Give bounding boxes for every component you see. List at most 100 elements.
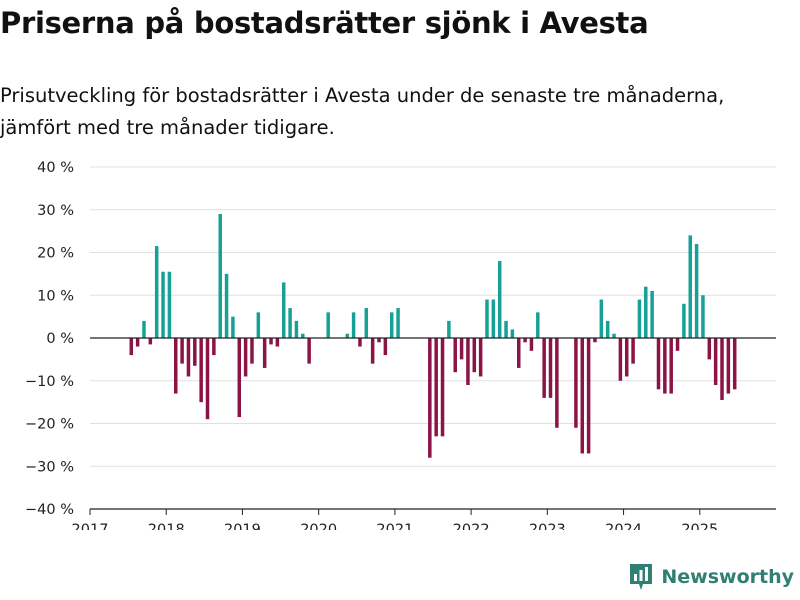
y-tick-label: −40 % bbox=[25, 502, 74, 518]
bar bbox=[542, 338, 546, 398]
bar bbox=[294, 320, 299, 338]
x-tick-label: 2024 bbox=[605, 522, 642, 530]
bar bbox=[466, 338, 470, 386]
bar bbox=[193, 338, 197, 366]
axes bbox=[89, 337, 776, 515]
bar bbox=[199, 338, 203, 403]
brand-name: Newsworthy bbox=[661, 566, 794, 588]
bar bbox=[326, 312, 330, 338]
bar bbox=[237, 338, 242, 418]
x-axis-labels: 2017 2018 2019 2020 2021 2022 2023 2024 2025 bbox=[72, 522, 719, 530]
bar bbox=[637, 299, 642, 338]
grid-lines bbox=[90, 166, 776, 467]
bar bbox=[262, 338, 267, 368]
bar bbox=[269, 338, 273, 345]
bar bbox=[231, 316, 235, 338]
bar bbox=[688, 235, 692, 338]
bar bbox=[491, 299, 496, 338]
bar bbox=[618, 338, 623, 381]
bar bbox=[167, 271, 172, 338]
bar bbox=[548, 338, 553, 398]
bar bbox=[580, 338, 585, 454]
bar bbox=[396, 308, 400, 338]
bar bbox=[243, 338, 248, 377]
subtitle-line-1: Prisutveckling för bostadsrätter i Avest… bbox=[0, 84, 725, 107]
bar bbox=[453, 338, 457, 373]
subtitle-line-2: jämfört med tre månader tidigare. bbox=[0, 116, 335, 139]
bar bbox=[694, 243, 699, 338]
bar bbox=[281, 282, 286, 338]
bar bbox=[307, 338, 311, 364]
y-tick-label: −10 % bbox=[25, 374, 74, 390]
bar bbox=[440, 338, 445, 437]
bar bbox=[472, 338, 477, 373]
bar bbox=[180, 338, 184, 364]
y-tick-label: 40 % bbox=[37, 160, 74, 176]
bar bbox=[523, 338, 527, 343]
bar bbox=[218, 214, 222, 338]
chart-title: Priserna på bostadsrätter sjönk i Avesta bbox=[0, 6, 649, 40]
bar bbox=[129, 338, 134, 356]
bar bbox=[161, 271, 165, 338]
bar bbox=[675, 338, 680, 351]
bar bbox=[301, 333, 305, 338]
bar bbox=[135, 338, 140, 347]
bar bbox=[701, 295, 705, 338]
bar bbox=[351, 312, 356, 338]
bars bbox=[129, 214, 737, 458]
bar bbox=[389, 312, 394, 338]
bar bbox=[707, 338, 712, 360]
newsworthy-logo-icon bbox=[630, 564, 653, 590]
bar bbox=[288, 308, 292, 338]
bar bbox=[275, 338, 280, 347]
brand-logo: Newsworthy bbox=[628, 560, 794, 594]
y-tick-label: 30 % bbox=[37, 203, 74, 219]
bar bbox=[358, 338, 362, 347]
last-value-annotation: −12 % bbox=[719, 150, 770, 154]
x-tick-label: 2021 bbox=[376, 522, 413, 530]
bar bbox=[364, 308, 369, 338]
bar bbox=[447, 320, 451, 338]
x-tick-label: 2023 bbox=[529, 522, 566, 530]
bar bbox=[669, 338, 673, 394]
bar bbox=[250, 338, 254, 364]
bar bbox=[205, 338, 210, 420]
bar bbox=[212, 338, 216, 356]
bar bbox=[142, 320, 146, 338]
y-tick-label: 20 % bbox=[37, 246, 74, 262]
y-axis-labels: −40 % −30 % −20 % −10 % 0 % 10 % 20 % 30 % 40 % bbox=[25, 160, 74, 518]
bar bbox=[536, 312, 540, 338]
bar bbox=[682, 303, 686, 338]
x-tick-label: 2019 bbox=[224, 522, 261, 530]
y-tick-label: −20 % bbox=[25, 417, 74, 433]
bar bbox=[599, 299, 604, 338]
y-tick-label: 0 % bbox=[46, 331, 74, 347]
bar bbox=[478, 338, 483, 377]
bar bbox=[504, 320, 508, 338]
bar bbox=[428, 338, 432, 458]
bar bbox=[586, 338, 591, 454]
bar bbox=[650, 290, 654, 338]
bar bbox=[663, 338, 667, 394]
bar bbox=[631, 338, 635, 364]
bar bbox=[574, 338, 578, 428]
x-tick-label: 2018 bbox=[148, 522, 185, 530]
x-tick-label: 2022 bbox=[453, 522, 490, 530]
bar bbox=[656, 338, 661, 390]
bar bbox=[383, 338, 388, 356]
bar bbox=[377, 338, 381, 343]
bar bbox=[612, 333, 616, 338]
bar bbox=[555, 338, 559, 428]
annotations: −12 % bbox=[719, 150, 770, 154]
bar bbox=[624, 338, 629, 377]
bar bbox=[154, 246, 159, 338]
bar bbox=[434, 338, 438, 437]
bar bbox=[593, 338, 597, 343]
bar bbox=[186, 338, 191, 377]
bar bbox=[345, 333, 349, 338]
bar bbox=[605, 320, 610, 338]
bar bbox=[517, 338, 521, 368]
chart-subtitle: Prisutveckling för bostadsrätter i Avest… bbox=[0, 80, 800, 144]
bar bbox=[148, 338, 153, 345]
x-tick-label: 2017 bbox=[72, 522, 109, 530]
